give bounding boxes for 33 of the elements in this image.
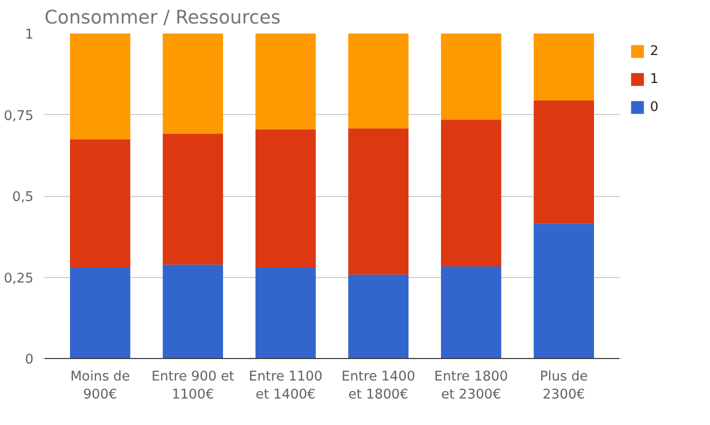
legend-label: 1: [650, 72, 660, 86]
bar: [255, 34, 316, 130]
bar: [348, 128, 409, 275]
bar: [255, 129, 316, 268]
legend-label: 0: [650, 100, 660, 114]
bar: [440, 34, 502, 120]
y-tick-label: 0,5: [12, 190, 34, 205]
bar: [70, 34, 130, 140]
bar: [440, 266, 502, 358]
x-tick-label: Plus de 2300€: [540, 370, 588, 402]
bar: [348, 274, 409, 358]
x-tick-label: Entre 1400 et 1800€: [342, 370, 416, 402]
bar: [162, 34, 224, 134]
bar: [162, 264, 224, 358]
x-tick-label: Entre 1100 et 1400€: [248, 370, 322, 402]
chart-title: Consommer / Ressources: [44, 8, 281, 28]
bar: [440, 120, 502, 267]
legend-label: 2: [650, 44, 660, 58]
bar: [348, 34, 409, 128]
y-tick-label: 0: [25, 352, 34, 368]
y-tick-label: 0,75: [4, 108, 34, 124]
x-tick-label: Moins de 900€: [70, 370, 130, 402]
bar: [534, 100, 594, 224]
bar: [534, 224, 594, 358]
y-tick-label: 1: [25, 28, 34, 42]
bar: [255, 268, 316, 358]
x-tick-label: Entre 1800 et 2300€: [434, 370, 508, 402]
bar: [162, 134, 224, 265]
bar: [534, 34, 594, 100]
y-tick-label: 0,25: [4, 271, 34, 286]
x-tick-label: Entre 900 et 1100€: [151, 370, 234, 402]
bar: [70, 268, 130, 358]
bar: [70, 139, 130, 268]
